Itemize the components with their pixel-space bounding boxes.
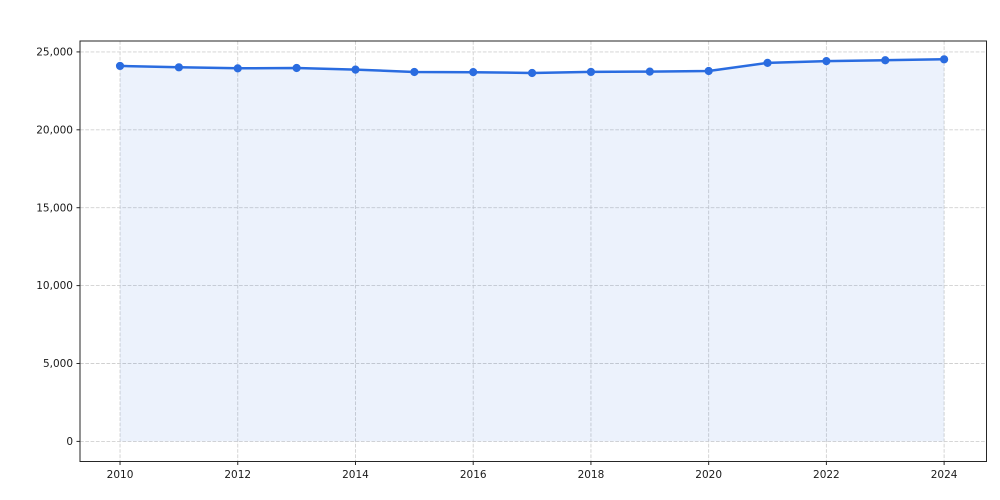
y-tick-label: 0 <box>66 436 73 448</box>
x-tick-label: 2020 <box>695 469 722 481</box>
data-point-2020 <box>704 66 713 76</box>
data-point-2011 <box>174 63 183 72</box>
data-point-2024 <box>940 55 949 64</box>
x-tick-label: 2010 <box>107 469 134 481</box>
data-point-2023 <box>881 56 890 65</box>
x-tick-label: 2018 <box>578 469 605 481</box>
x-tick-label: 2022 <box>813 469 840 481</box>
y-tick-label: 25,000 <box>36 47 73 59</box>
data-point-2021 <box>763 58 772 67</box>
data-point-2014 <box>351 65 360 74</box>
plot-border <box>79 40 987 462</box>
x-tick-label: 2016 <box>460 469 487 481</box>
y-tick-label: 15,000 <box>36 202 73 214</box>
y-tick-label: 20,000 <box>36 124 73 136</box>
data-point-2019 <box>645 67 654 76</box>
y-tick-label: 5,000 <box>43 358 73 370</box>
data-point-2018 <box>586 67 596 77</box>
x-tick-label: 2014 <box>342 469 369 481</box>
x-tick-label: 2024 <box>931 469 958 481</box>
data-point-2010 <box>115 61 125 71</box>
x-tick-label: 2012 <box>224 469 251 481</box>
data-point-2015 <box>410 67 419 77</box>
data-point-2022 <box>822 56 831 66</box>
data-point-2017 <box>527 68 537 78</box>
y-tick-label: 10,000 <box>36 280 73 292</box>
data-point-2016 <box>469 68 478 77</box>
area-fill <box>120 59 945 442</box>
data-point-2013 <box>292 63 301 73</box>
data-point-2012 <box>233 64 242 73</box>
